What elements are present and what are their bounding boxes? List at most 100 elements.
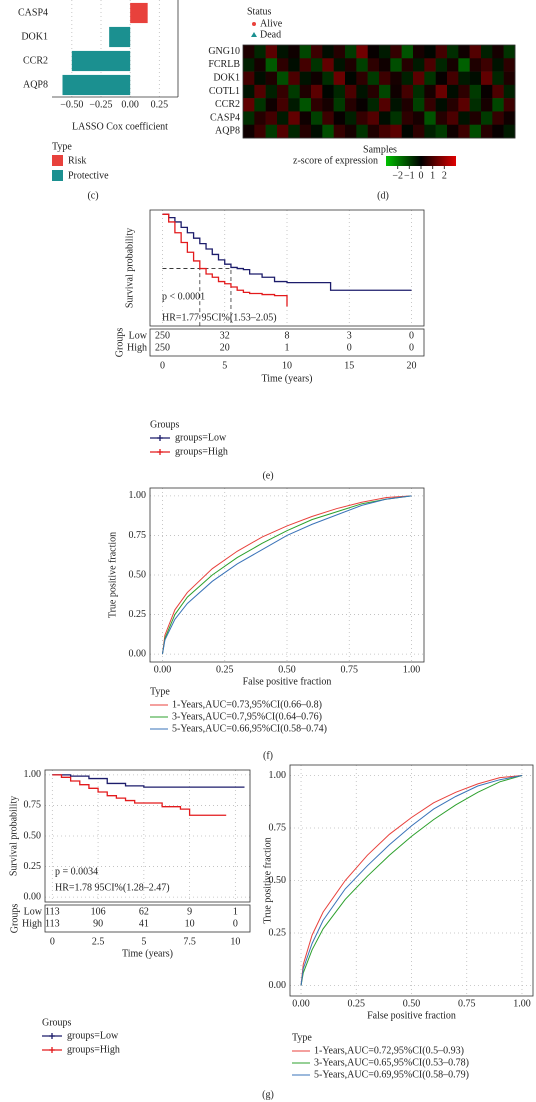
risk-count: 41 [139, 918, 149, 929]
colorbar-label: z-score of expression [293, 155, 378, 166]
heatmap-cell [254, 71, 266, 86]
legend-label: 5-Years,AUC=0.66,95%CI(0.58–0.74) [172, 723, 327, 734]
legend-title: Type [150, 686, 170, 697]
y-tick-label: AQP8 [23, 79, 48, 90]
heatmap-cell [413, 71, 425, 86]
heatmap-cell [299, 45, 312, 59]
legend-marker [252, 22, 256, 26]
heatmap-cell [288, 58, 300, 72]
heatmap-cell [265, 45, 278, 59]
x-tick-label: 0.00 [292, 998, 310, 1009]
roc-curve [161, 495, 412, 655]
heatmap-cell [447, 84, 459, 99]
x-tick-label: 0 [50, 936, 55, 947]
heatmap-cell [435, 111, 448, 126]
heatmap-cell [458, 111, 470, 126]
y-axis-label: Survival probability [8, 796, 19, 876]
legend-title: Groups [150, 419, 180, 430]
legend-label: groups=High [67, 1044, 120, 1055]
heatmap-cell [379, 84, 391, 99]
y-tick-label: 0.25 [24, 861, 42, 872]
heatmap-cell [254, 84, 266, 99]
bar [109, 26, 131, 48]
heatmap-cell [333, 58, 346, 72]
heatmap-cell [333, 71, 346, 86]
heatmap-cell [503, 45, 516, 59]
heatmap-cell [503, 84, 516, 99]
plot-frame [44, 769, 251, 903]
heatmap-cell [277, 98, 289, 112]
legend-swatch [52, 170, 63, 181]
legend-label: Protective [68, 170, 109, 181]
risk-count: 106 [91, 906, 106, 917]
heatmap-cell [492, 98, 504, 112]
heatmap-cell [390, 45, 402, 59]
heatmap-cell [492, 58, 504, 72]
heatmap-cell [447, 111, 459, 126]
legend-label: groups=High [175, 446, 228, 457]
heatmap-cell [265, 98, 278, 112]
heatmap-cell [345, 71, 357, 86]
heatmap-cell [379, 58, 391, 72]
legend-marker [157, 449, 163, 455]
heatmap-cell [254, 58, 266, 72]
colorbar-tick-label: −2 [392, 170, 403, 181]
heatmap-cell [401, 45, 414, 59]
heatmap-cell [413, 124, 425, 139]
colorbar [386, 156, 456, 166]
legend-label: groups=Low [175, 432, 227, 443]
risk-table-frame [44, 904, 251, 933]
heatmap-cell [345, 58, 357, 72]
x-tick-label: 10 [282, 360, 292, 371]
x-tick-label: 0 [160, 360, 165, 371]
row-label: GNG10 [208, 46, 240, 57]
heatmap-cell [254, 98, 266, 112]
heatmap-cell [277, 84, 289, 99]
risk-row-label: Low [24, 906, 43, 917]
heatmap-cell [345, 84, 357, 99]
roc-curve [161, 495, 412, 655]
y-tick-label: 0.50 [129, 569, 147, 580]
y-tick-label: 0.25 [129, 609, 147, 620]
heatmap-cell [469, 58, 482, 72]
heatmap-cell [481, 45, 493, 59]
heatmap-cell [311, 58, 323, 72]
heatmap-cell [458, 124, 470, 139]
heatmap-cell [356, 124, 368, 139]
heatmap-cell [413, 58, 425, 72]
heatmap-cell [299, 98, 312, 112]
x-tick-label: 1.00 [403, 664, 421, 675]
heatmap-cell [345, 98, 357, 112]
risk-count: 0 [347, 342, 352, 353]
heatmap-cell [379, 111, 391, 126]
heatmap-cell [492, 71, 504, 86]
heatmap-cell [481, 58, 493, 72]
heatmap-cell [243, 45, 255, 59]
heatmap-cell [243, 71, 255, 86]
row-label: DOK1 [213, 73, 240, 84]
y-tick-label: 0.00 [129, 648, 147, 659]
risk-count: 1 [233, 906, 238, 917]
heatmap-cell [288, 45, 300, 59]
heatmap-cell [322, 58, 334, 72]
heatmap-cell [435, 58, 448, 72]
x-tick-label: 5 [141, 936, 146, 947]
survival-curve [162, 213, 288, 307]
heatmap-cell [390, 124, 402, 139]
heatmap-cell [458, 45, 470, 59]
heatmap-cell [481, 111, 493, 126]
x-tick-label: 20 [407, 360, 417, 371]
heatmap-cell [277, 45, 289, 59]
heatmap-cell [492, 45, 504, 59]
risk-count: 0 [233, 918, 238, 929]
panel-label: (d) [377, 190, 389, 201]
heatmap-cell [345, 45, 357, 59]
x-tick-label: 2.5 [92, 936, 105, 947]
heatmap-cell [458, 58, 470, 72]
heatmap-cell [447, 58, 459, 72]
heatmap-cell [481, 124, 493, 139]
heatmap-cell [424, 111, 436, 126]
heatmap-cell [447, 124, 459, 139]
annotation: p = 0.0034 [55, 866, 98, 877]
heatmap-cell [277, 124, 289, 139]
